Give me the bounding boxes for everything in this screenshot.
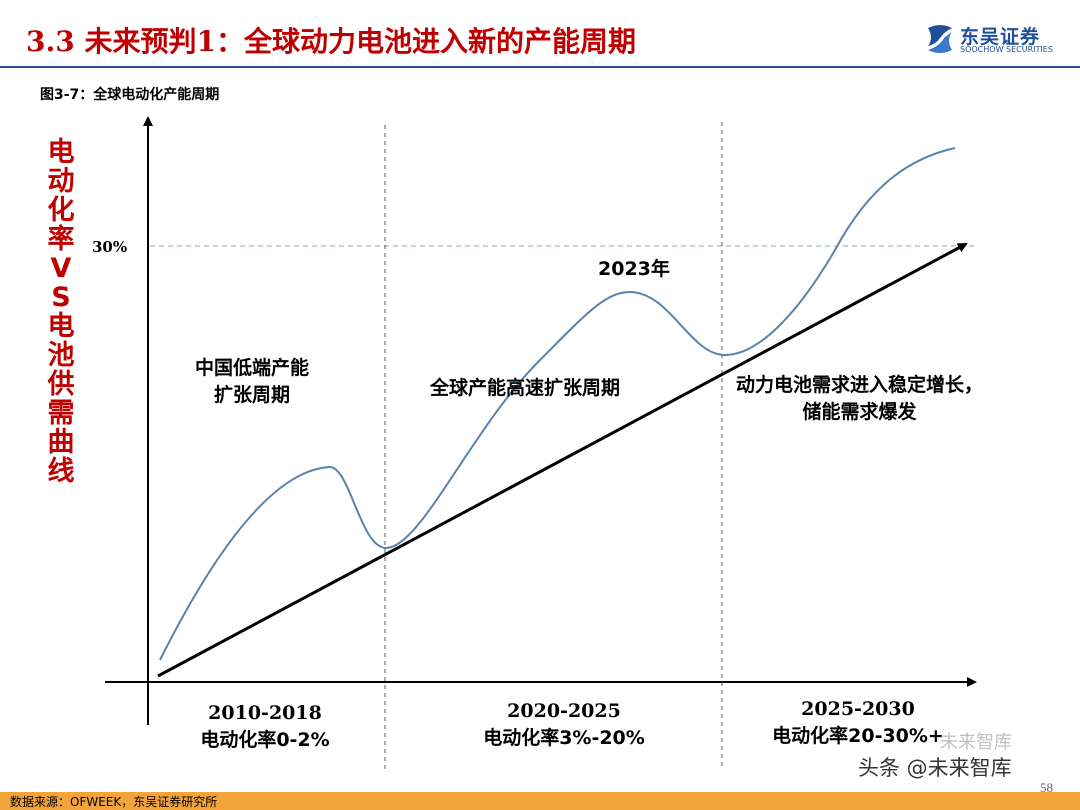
- footer-bar: 数据来源：OFWEEK，东吴证券研究所: [0, 792, 1080, 810]
- logo-subtitle: SOOCHOW SECURITIES: [960, 45, 1053, 54]
- phase-2-label: 全球产能高速扩张周期: [430, 375, 620, 402]
- period-2-rate: 电动化率3%-20%: [483, 727, 645, 749]
- y-tick-30: 30%: [92, 238, 128, 256]
- phase-1-label-line-2: 扩张周期: [214, 384, 291, 406]
- period-2: 2020-2025 电动化率3%-20%: [474, 698, 654, 752]
- supply-demand-curve: [159, 147, 956, 661]
- phase-3-label-line-1: 动力电池需求进入稳定增长，: [736, 374, 984, 396]
- period-1: 2010-2018 电动化率0-2%: [190, 700, 340, 754]
- period-1-range: 2010-2018: [208, 702, 322, 724]
- slide-title: 3.3 未来预判1：全球动力电池进入新的产能周期: [26, 25, 636, 58]
- brand-logo: 东吴证券 SOOCHOW SECURITIES: [924, 22, 1074, 58]
- period-3-rate: 电动化率20-30%+: [772, 725, 944, 747]
- data-source: 数据来源：OFWEEK，东吴证券研究所: [10, 795, 218, 809]
- phase-2-label-line-1: 全球产能高速扩张周期: [430, 377, 621, 399]
- period-3-range: 2025-2030: [801, 698, 915, 720]
- soochow-logo-icon: [928, 25, 952, 53]
- watermark: 头条 @未来智库: [858, 756, 1012, 780]
- period-2-range: 2020-2025: [507, 700, 621, 722]
- watermark-faint: 未来智库: [940, 732, 1012, 753]
- slide-header: 3.3 未来预判1：全球动力电池进入新的产能周期 东吴证券 SOOCHOW SE…: [0, 0, 1080, 68]
- y-axis-title: 电动化率VS电池供需曲线: [47, 137, 75, 487]
- period-1-rate: 电动化率0-2%: [200, 729, 330, 751]
- phase-3-label-line-2: 储能需求爆发: [802, 401, 917, 423]
- page-number: 58: [1040, 780, 1053, 795]
- trend-arrow: [157, 242, 968, 678]
- phase-1-label-line-1: 中国低端产能: [195, 357, 310, 379]
- phase-1-label: 中国低端产能 扩张周期: [195, 355, 309, 409]
- logo-name: 东吴证券: [960, 26, 1041, 48]
- peak-label: 2023年: [598, 258, 670, 280]
- figure-caption: 图3-7：全球电动化产能周期: [40, 87, 220, 103]
- period-3: 2025-2030 电动化率20-30%+: [758, 696, 958, 750]
- phase-3-label: 动力电池需求进入稳定增长， 储能需求爆发: [736, 372, 983, 426]
